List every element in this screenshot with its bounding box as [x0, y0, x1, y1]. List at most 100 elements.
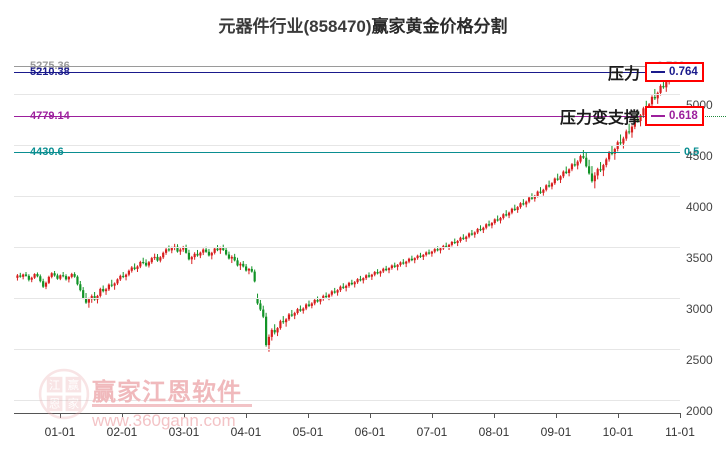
candle-body	[256, 298, 259, 304]
candle-body	[416, 255, 419, 259]
watermark-seal-logo: 江 赢 恩 家	[38, 368, 90, 420]
candle-body	[64, 276, 68, 280]
candle-body	[385, 268, 388, 271]
candle-body	[345, 285, 348, 288]
candle-body	[353, 282, 356, 285]
candle-body	[67, 276, 70, 280]
candle-body	[44, 282, 48, 287]
x-axis-tick-mark	[246, 413, 247, 418]
candle-body	[187, 252, 191, 260]
candle-body	[370, 274, 373, 277]
candle-body	[302, 308, 305, 311]
x-axis-tick-label: 01-01	[44, 425, 76, 439]
candle-body	[202, 249, 205, 253]
fib-ratio-value: 0.764	[669, 66, 698, 79]
candle-body	[473, 232, 476, 235]
fib-annotation-0.764: 压力	[607, 66, 640, 84]
candle-body	[613, 148, 616, 154]
candle-body	[662, 85, 665, 88]
candle-body	[447, 244, 451, 247]
gridline	[14, 297, 680, 299]
y-axis-tick-label: 2000	[686, 403, 713, 418]
candle-body	[467, 233, 471, 237]
watermark-url: www.360gann.com	[92, 411, 236, 430]
candle-body	[633, 119, 636, 127]
candle-body	[356, 279, 359, 283]
candle-body	[547, 185, 551, 187]
candle-body	[170, 247, 173, 251]
candle-body	[84, 297, 88, 303]
candle-body	[216, 248, 219, 251]
candle-body	[193, 253, 196, 258]
x-axis-tick-mark	[370, 413, 371, 418]
candle-body	[130, 267, 133, 271]
candle-body	[525, 201, 528, 205]
candle-body	[465, 236, 468, 239]
candle-body	[656, 92, 659, 99]
candle-body	[579, 156, 582, 162]
candle-body	[73, 274, 76, 277]
fib-line-0.5	[14, 151, 680, 153]
candle-body	[642, 108, 645, 116]
candle-body	[279, 321, 282, 329]
candle-body	[167, 249, 171, 251]
candle-body	[425, 252, 428, 255]
candle-body	[144, 262, 148, 266]
candle-body	[310, 303, 313, 306]
candle-body	[22, 274, 25, 277]
fib-price-label-0.5: 4430.6	[30, 145, 64, 158]
fib-price-label-0.764: 5210.38	[30, 66, 70, 79]
candle-body	[262, 309, 265, 317]
candle-body	[439, 248, 442, 251]
candle-body	[82, 290, 85, 298]
candle-body	[87, 299, 90, 303]
candle-body	[107, 284, 110, 290]
candle-body	[450, 242, 454, 245]
candle-body	[590, 173, 594, 182]
x-axis-line	[14, 413, 680, 414]
page-title-instrument: 元器件行业(858470)	[218, 17, 372, 36]
x-axis-tick-mark	[618, 413, 619, 418]
fib-line-0.764	[14, 72, 680, 74]
candle-body	[519, 203, 522, 208]
candle-body	[659, 85, 662, 93]
candle-body	[419, 255, 422, 257]
candle-body	[367, 275, 371, 277]
fib-ratio-box-0.618[interactable]: 0.618	[645, 106, 704, 127]
candle-body	[184, 247, 188, 253]
candle-body	[459, 237, 462, 241]
candle-body	[244, 266, 248, 271]
candle-body	[507, 212, 511, 216]
candle-body	[513, 208, 516, 210]
candle-body	[285, 319, 288, 323]
candle-body	[322, 295, 325, 299]
x-axis-tick-label: 09-01	[540, 425, 572, 439]
fib-price-label-0.618: 4779.14	[30, 110, 70, 123]
candle-body	[339, 286, 342, 291]
candle-body	[567, 169, 571, 174]
svg-text:家: 家	[68, 397, 80, 411]
candle-body	[545, 185, 548, 190]
plot-area	[14, 60, 680, 413]
candle-body	[287, 314, 291, 320]
candle-body	[602, 165, 605, 171]
candle-body	[210, 252, 213, 256]
x-axis-tick-mark	[494, 413, 495, 418]
candle-body	[333, 291, 336, 293]
candle-body	[456, 240, 459, 244]
candle-body	[293, 313, 296, 316]
gridline	[14, 399, 680, 401]
candle-body	[36, 274, 39, 277]
fib-line-0.618	[14, 116, 680, 118]
candle-body	[33, 274, 36, 278]
candle-body	[233, 256, 236, 261]
x-axis-tick-label: 02-01	[106, 425, 138, 439]
candle-body	[530, 197, 534, 199]
candle-body	[336, 290, 339, 293]
candle-body	[599, 169, 602, 171]
candle-body	[305, 304, 308, 309]
candle-body	[204, 249, 208, 252]
candle-body	[196, 253, 199, 256]
fib-ratio-box-0.764[interactable]: 0.764	[645, 62, 704, 83]
